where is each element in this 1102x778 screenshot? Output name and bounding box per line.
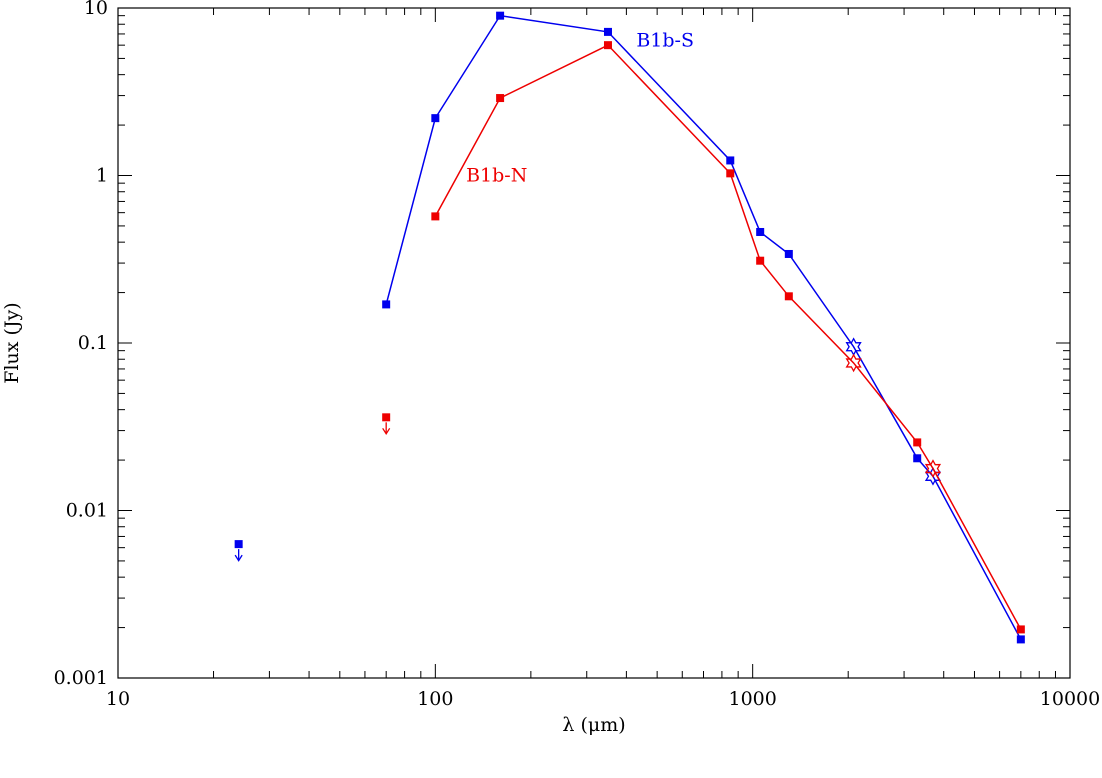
square-marker [496, 94, 505, 103]
y-tick-label: 0.01 [66, 500, 108, 522]
y-axis-label: Flux (Jy) [1, 302, 23, 383]
square-marker [1016, 635, 1025, 644]
axis-tick-labels: 10 100 1000 10000 0.001 0.01 0.1 1 10 [54, 0, 1101, 710]
square-marker [496, 11, 505, 20]
series-annotations: B1b-S B1b-N [466, 29, 694, 186]
series-line [434, 44, 1022, 630]
axis-ticks [117, 7, 1071, 679]
square-marker [603, 27, 612, 36]
x-tick-label: 100 [417, 688, 453, 710]
plot-frame [117, 7, 1071, 679]
series-line [385, 14, 1022, 640]
y-tick-label: 0.001 [54, 667, 108, 689]
square-marker [784, 292, 793, 301]
square-marker [784, 249, 793, 258]
square-marker [382, 300, 391, 309]
star-marker [845, 353, 862, 373]
upper-limit-arrow-head [382, 427, 391, 436]
y-tick-label: 0.1 [78, 332, 108, 354]
square-marker [913, 454, 922, 463]
square-marker [431, 212, 440, 221]
upper-limit-marker [234, 540, 243, 549]
series-0 [234, 11, 1025, 644]
square-marker [726, 156, 735, 165]
x-tick-label: 10000 [1040, 688, 1100, 710]
series-layer [234, 11, 1025, 644]
x-axis-label: λ (μm) [562, 714, 625, 736]
star-marker [924, 459, 942, 478]
square-marker [913, 438, 922, 447]
square-marker [756, 256, 765, 265]
series-label-1: B1b-N [466, 165, 527, 187]
upper-limit-arrow-head [234, 554, 243, 562]
square-marker [431, 114, 440, 123]
upper-limit-marker [382, 413, 391, 422]
square-marker [603, 41, 612, 50]
x-tick-label: 10 [106, 688, 130, 710]
x-tick-label: 1000 [728, 688, 776, 710]
y-tick-label: 10 [84, 0, 108, 19]
series-label-0: B1b-S [636, 29, 694, 51]
square-marker [756, 227, 765, 236]
series-1 [382, 41, 1025, 634]
y-tick-label: 1 [96, 165, 108, 187]
square-marker [1016, 625, 1025, 634]
square-marker [726, 169, 735, 178]
